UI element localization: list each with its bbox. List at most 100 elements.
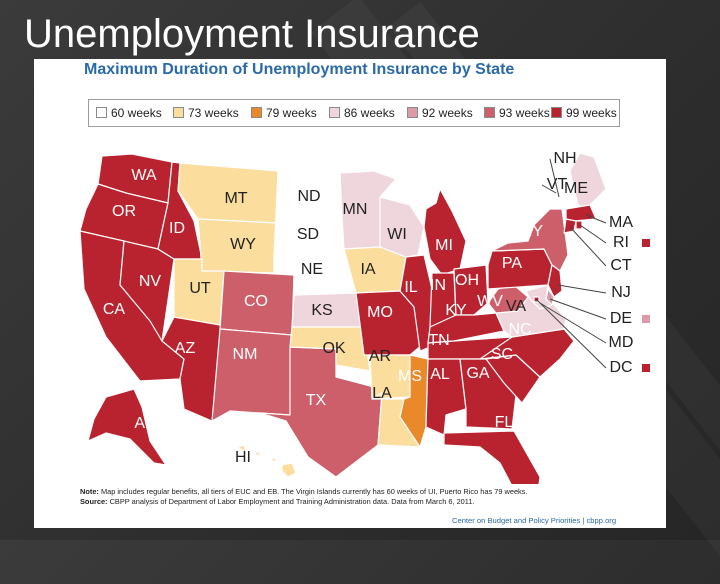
callout-label-ct: CT [610, 257, 632, 274]
state-label-hi: HI [235, 449, 251, 466]
state-il [399, 254, 433, 352]
source-line: Source: CBPP analysis of Department of L… [80, 497, 528, 507]
callout-label-ma: MA [609, 214, 633, 231]
state-nm [211, 328, 293, 422]
state-oh [453, 264, 489, 316]
state-label-sc: SC [491, 346, 513, 363]
note-label: Note: [80, 487, 99, 496]
legend-label: 99 weeks [566, 106, 617, 120]
note-line: Note: Map includes regular benefits, all… [80, 487, 528, 497]
callout-line-dc [535, 298, 607, 369]
legend-swatch [407, 107, 418, 118]
state-label-co: CO [244, 293, 268, 310]
callout-swatch-de [642, 315, 650, 323]
callout-line-vt [541, 184, 557, 194]
callout-line-de [549, 298, 607, 320]
legend-swatch [484, 107, 495, 118]
map-title: Maximum Duration of Unemployment Insuran… [84, 61, 515, 78]
state-ri [575, 220, 583, 230]
callout-swatch-ri [642, 239, 650, 247]
state-label-pa: PA [502, 255, 522, 272]
state-label-mo: MO [367, 304, 393, 321]
credit-line: Center on Budget and Policy Priorities |… [452, 516, 617, 525]
state-label-fl: FL [495, 414, 514, 431]
state-label-la: LA [372, 385, 392, 402]
state-label-wv: WV [477, 293, 503, 310]
callout-label-de: DE [610, 310, 632, 327]
state-label-wy: WY [230, 236, 256, 253]
callout-label-md: MD [609, 334, 634, 351]
state-label-ga: GA [466, 365, 489, 382]
callout-label-nh: NH [553, 150, 576, 167]
callout-line-md [539, 302, 607, 344]
source-label: Source: [80, 497, 108, 506]
state-label-ar: AR [369, 348, 391, 365]
legend-label: 86 weeks [344, 106, 395, 120]
legend-label: 93 weeks [499, 106, 550, 120]
state-label-va: VA [506, 298, 526, 315]
state-label-al: AL [430, 366, 450, 383]
state-label-or: OR [112, 203, 136, 220]
callout-label-ri: RI [613, 234, 629, 251]
callout-swatch-dc [642, 364, 650, 372]
callout-label-dc: DC [609, 359, 632, 376]
map-notes: Note: Map includes regular benefits, all… [80, 487, 528, 507]
state-mi [423, 188, 467, 276]
state-label-az: AZ [175, 340, 196, 357]
legend-label: 79 weeks [266, 106, 317, 120]
state-ny [491, 208, 569, 272]
state-label-nm: NM [233, 346, 258, 363]
state-label-mn: MN [343, 201, 368, 218]
state-label-ky: KY [445, 302, 467, 319]
state-label-ms: MS [398, 368, 422, 385]
state-label-nd: ND [297, 188, 320, 205]
state-label-mi: MI [435, 237, 453, 254]
state-label-wi: WI [387, 226, 407, 243]
state-label-nv: NV [139, 273, 162, 290]
state-wv [487, 284, 529, 314]
callout-label-vt: VT [547, 176, 568, 193]
state-label-ia: IA [360, 261, 375, 278]
state-label-ut: UT [189, 280, 211, 297]
state-label-ak: AK [134, 415, 156, 432]
state-label-mt: MT [224, 190, 247, 207]
legend-swatch [329, 107, 340, 118]
state-wi [379, 196, 425, 258]
state-label-tx: TX [306, 392, 327, 409]
callout-line-nh [549, 158, 560, 198]
callout-line-ct [569, 226, 607, 267]
state-ak [87, 388, 167, 466]
state-label-tn: TN [428, 332, 449, 349]
state-label-me: ME [564, 180, 588, 197]
state-label-ne: NE [301, 261, 323, 278]
callout-line-nj [557, 284, 607, 294]
state-me [569, 152, 607, 210]
state-label-il: IL [404, 279, 417, 296]
state-label-in: IN [430, 277, 446, 294]
legend-swatch [251, 107, 262, 118]
state-label-wa: WA [131, 167, 157, 184]
legend-label: 92 weeks [422, 106, 473, 120]
state-tx [259, 346, 383, 478]
state-ma [565, 204, 597, 222]
legend-label: 73 weeks [188, 106, 239, 120]
state-fl [443, 430, 541, 484]
legend-swatch [551, 107, 562, 118]
callout-line-ma [585, 214, 607, 224]
state-label-ok: OK [322, 340, 345, 357]
source-text: CBPP analysis of Department of Labor Emp… [109, 497, 475, 506]
state-label-sd: SD [297, 226, 319, 243]
state-label-id: ID [169, 220, 185, 237]
us-state-map: WA OR CA NV ID AZ MT WY UT CO NM TX ND SD NE KS OK MN IA MO… [79, 150, 650, 484]
state-label-ks: KS [311, 302, 332, 319]
legend-swatch [173, 107, 184, 118]
map-legend: 60 weeks 73 weeks 79 weeks 86 weeks 92 w… [88, 99, 620, 127]
callout-label-nj: NJ [611, 284, 631, 301]
state-hi [237, 444, 297, 478]
map-panel: Maximum Duration of Unemployment Insuran… [34, 59, 666, 528]
state-label-ca: CA [103, 301, 126, 318]
callout-line-ri [579, 224, 607, 244]
state-label-nc: NC [508, 321, 531, 338]
legend-swatch [96, 107, 107, 118]
state-label-oh: OH [455, 272, 479, 289]
